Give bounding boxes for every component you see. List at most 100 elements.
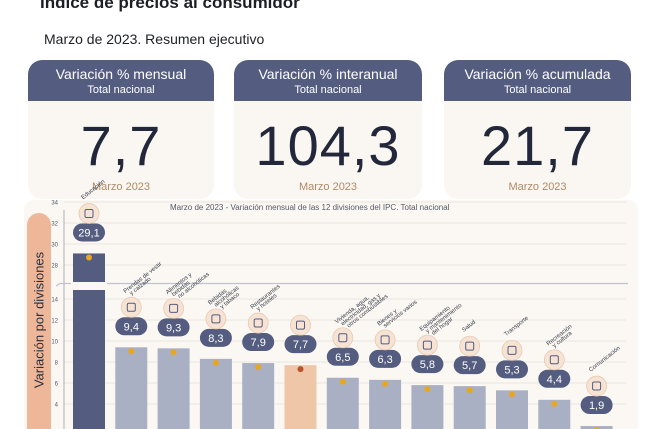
card-value: 7,7 [80, 114, 162, 177]
phone-icon [586, 375, 607, 397]
axis-break [55, 282, 628, 287]
bus-icon [501, 339, 523, 361]
stove-icon [416, 334, 438, 356]
value-marker [170, 349, 177, 356]
icon-glyph [126, 302, 136, 312]
value-marker [339, 378, 346, 385]
value-pill [538, 369, 571, 388]
value-marker [128, 348, 135, 355]
y-tick-label: 4 [55, 403, 59, 409]
value-pill [199, 328, 232, 347]
value-marker [255, 364, 262, 371]
icon-glyph [422, 340, 432, 350]
value-label: 29,1 [78, 227, 99, 239]
value-pill [242, 333, 275, 352]
card-header: Variación % acumulada Total nacional [444, 60, 631, 101]
y-tick-label: 28 [51, 264, 58, 270]
value-label: 7,7 [293, 339, 308, 351]
y-tick-label: 34 [51, 201, 58, 207]
scissors-icon [374, 329, 396, 351]
card-subtitle: Total nacional [87, 84, 155, 96]
value-pill [326, 347, 359, 366]
card-subtitle: Total nacional [294, 84, 362, 96]
value-marker [509, 391, 515, 398]
page-subtitle: Marzo de 2023. Resumen ejecutivo [44, 31, 265, 47]
value-marker [551, 400, 558, 407]
icon-glyph [296, 320, 305, 330]
value-pill [73, 223, 105, 242]
bar [284, 365, 317, 429]
value-label: 1,9 [589, 400, 604, 412]
shirt-icon [120, 296, 142, 318]
category-label: Prendas de vestir [123, 261, 163, 294]
value-pill [496, 360, 528, 379]
value-label: 5,7 [462, 360, 477, 372]
y-tick-label: 12 [51, 319, 58, 325]
card-header: Variación % interanual Total nacional [234, 60, 422, 101]
icon-glyph [549, 355, 559, 365]
icon-glyph [507, 345, 517, 355]
value-pill [284, 335, 317, 354]
value-pill [157, 318, 190, 337]
card-date: Marzo 2023 [298, 181, 358, 193]
y-tick-label: 6 [55, 382, 59, 388]
value-label: 9,3 [166, 322, 181, 334]
bar [115, 347, 148, 429]
page-title: Índice de precios al consumidor [40, 0, 300, 12]
value-pill [369, 349, 402, 368]
card-value: 104,3 [255, 114, 401, 177]
card-yearly: Variación % interanual Total nacional 10… [234, 60, 422, 199]
card-value: 21,7 [481, 114, 594, 177]
icon-glyph [380, 335, 390, 345]
card-monthly: Variación % mensual Total nacional 7,7 M… [28, 60, 214, 199]
value-pill [115, 317, 148, 336]
bar [73, 253, 105, 429]
icon-glyph [169, 303, 179, 313]
card-date: Marzo 2023 [508, 181, 567, 193]
value-label: 5,3 [504, 364, 519, 376]
value-pill [411, 355, 444, 374]
category-label: Salud [461, 320, 477, 334]
y-tick-label: 14 [51, 298, 58, 304]
utensils-icon [247, 312, 269, 334]
value-marker [212, 359, 219, 366]
card-title: Variación % acumulada [464, 66, 611, 82]
bar [157, 348, 190, 429]
value-label: 6,3 [377, 354, 392, 366]
value-pill [580, 396, 613, 415]
category-label: Comunicación [588, 345, 622, 373]
bar [199, 358, 232, 429]
card-header: Variación % mensual Total nacional [28, 60, 214, 101]
bottle-icon [205, 308, 227, 330]
basket-icon [290, 314, 311, 336]
card-title: Variación % mensual [55, 66, 187, 82]
cross-icon [459, 335, 481, 357]
value-pill [453, 356, 486, 375]
card-title: Variación % interanual [258, 66, 398, 82]
value-label: 9,4 [124, 321, 139, 333]
value-marker [466, 387, 473, 394]
icon-glyph [253, 318, 263, 328]
value-marker [297, 366, 304, 373]
value-marker [86, 254, 92, 261]
card-subtitle: Total nacional [503, 84, 572, 96]
icon-glyph [338, 333, 348, 343]
book-icon [78, 203, 100, 224]
y-tick-label: 30 [51, 243, 58, 249]
icon-glyph [84, 208, 94, 218]
value-marker [424, 386, 431, 393]
bar [369, 379, 402, 429]
value-label: 4,4 [547, 374, 562, 386]
category-label: Transporte [504, 315, 531, 338]
y-tick-label: 10 [51, 340, 58, 346]
icon-glyph [592, 381, 602, 391]
bar [453, 386, 486, 429]
value-label: 5,8 [420, 359, 435, 371]
ylabel-pill [27, 213, 51, 429]
chart-title: Marzo de 2023 - Variación mensual de las… [170, 203, 450, 212]
value-marker [382, 380, 389, 387]
food-icon [163, 297, 185, 319]
value-label: 8,3 [208, 333, 223, 345]
y-tick-label: 8 [55, 361, 59, 367]
